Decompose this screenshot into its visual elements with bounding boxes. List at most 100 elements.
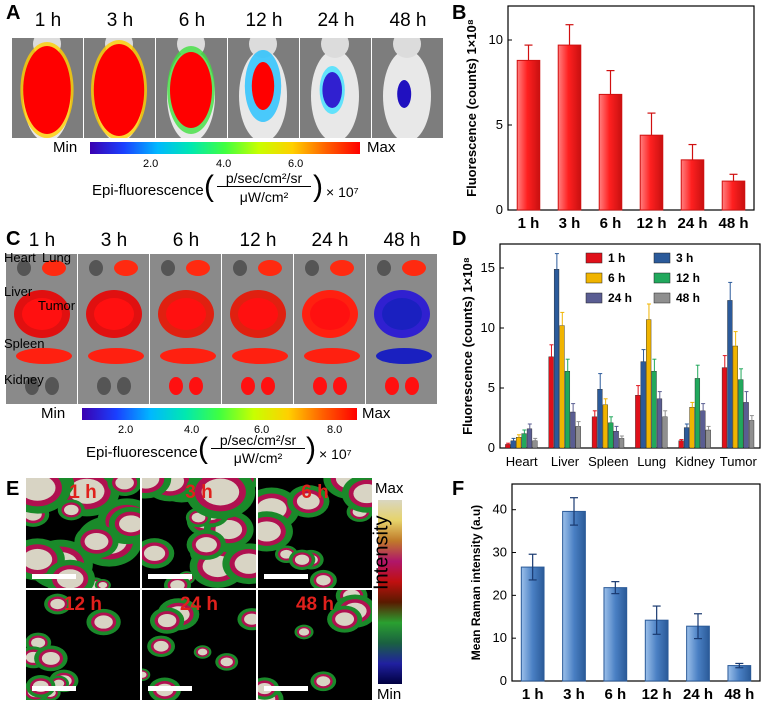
x-tick-label: 3 h	[563, 686, 585, 703]
x-tick-label: 6 h	[600, 215, 622, 232]
bar	[521, 433, 527, 449]
bar	[505, 444, 511, 449]
bar	[651, 370, 657, 449]
heart-organ	[161, 260, 175, 276]
mouse-image	[239, 38, 287, 138]
bar	[721, 180, 746, 211]
panel-a-time-label: 24 h	[317, 10, 355, 31]
raman-core	[142, 478, 160, 489]
panel-a-cbar-tick: 6.0	[288, 158, 304, 170]
plot-frame	[499, 243, 761, 449]
x-tick-label: Tumor	[720, 454, 758, 469]
bar	[618, 438, 625, 449]
panel-e-cbar-label: Intensity	[370, 515, 393, 590]
bar	[748, 420, 755, 449]
panel-a-time-label: 3 h	[106, 10, 134, 31]
panel-a-time-label: 12 h	[245, 10, 283, 31]
liver-core	[94, 298, 134, 330]
liver-core	[238, 298, 278, 330]
chart-f: 0 10 20 30 40 Mean Raman intensity (a.u) 1 h 3 …	[469, 483, 761, 703]
bar	[680, 159, 705, 211]
kidney-organ	[405, 377, 419, 395]
spleen-organ	[304, 348, 360, 364]
y-tick-label: 40	[493, 502, 507, 517]
kidney-organ	[385, 377, 399, 395]
panel-c-unit-open: (	[198, 432, 208, 465]
legend-swatch	[653, 292, 671, 304]
y-tick-label: 0	[488, 440, 495, 455]
panel-c-unit-prefix: Epi-fluorescence	[86, 444, 198, 461]
raman-core	[258, 521, 281, 542]
bar	[603, 587, 628, 682]
panel-e-time-label: 12 h	[63, 594, 103, 615]
panel-e-time-label: 48 h	[295, 594, 335, 615]
scale-bar	[148, 574, 192, 579]
panel-c-colorbar	[82, 408, 357, 420]
spleen-organ	[16, 348, 72, 364]
lung-organ	[114, 260, 138, 276]
panel-letter-b: B	[452, 2, 467, 24]
panel-a-unit-close: )	[313, 170, 323, 203]
panel-e-colorbar	[378, 500, 402, 684]
raman-core	[244, 613, 256, 625]
bar	[683, 427, 690, 449]
liver-core	[22, 298, 62, 330]
bar	[694, 378, 701, 449]
legend-swatch	[585, 292, 603, 304]
y-tick-label: 10	[493, 630, 507, 645]
mouse-image	[20, 38, 74, 138]
panel-e-tile: 24 h	[142, 590, 256, 700]
raman-core	[50, 598, 65, 610]
bar	[732, 345, 738, 449]
panel-c-tile	[294, 254, 365, 404]
legend-label: 3 h	[676, 251, 693, 265]
panel-e-tile: 1 h	[26, 478, 140, 588]
raman-map	[26, 478, 140, 588]
raman-core	[94, 615, 113, 629]
organ-image	[302, 260, 360, 395]
bar	[727, 300, 733, 449]
kidney-organ	[333, 377, 347, 395]
y-tick-label: 15	[481, 260, 495, 275]
mouse-head	[393, 38, 421, 58]
bar	[570, 411, 576, 449]
scale-bar	[32, 574, 76, 579]
signal-blob	[170, 52, 212, 128]
y-tick-label: 0	[496, 202, 503, 217]
mouse-image	[311, 38, 359, 138]
bar	[738, 379, 744, 449]
panel-e-raman: 1 h 3 h 6 h 12 h 24 h 48 h Max Min Intensity	[26, 478, 450, 705]
raman-core	[115, 478, 134, 490]
scale-bar	[264, 574, 308, 579]
raman-core	[197, 648, 208, 656]
raman-core	[316, 676, 331, 687]
raman-core	[84, 532, 109, 550]
panel-a-unit-den: μW/cm²	[239, 189, 289, 205]
raman-core	[143, 545, 166, 561]
legend-swatch	[653, 272, 671, 284]
raman-core	[142, 671, 147, 678]
mouse-head	[321, 38, 349, 58]
scale-bar	[264, 686, 308, 691]
lung-organ	[42, 260, 66, 276]
panel-letter-a: A	[6, 2, 21, 24]
panel-c-cbar-tick: 2.0	[118, 424, 134, 436]
organ-image	[86, 260, 144, 395]
raman-map	[142, 478, 256, 588]
liver-core	[166, 298, 206, 330]
plot-frame	[507, 5, 755, 211]
raman-core	[234, 553, 256, 574]
legend-label: 1 h	[608, 251, 625, 265]
raman-core	[335, 612, 355, 626]
heart-organ	[377, 260, 391, 276]
organ-image	[14, 260, 72, 395]
x-tick-label: Lung	[637, 454, 666, 469]
bar	[646, 319, 652, 449]
bar	[564, 370, 571, 449]
panel-c-colorbar-min: Min	[41, 405, 66, 422]
bar	[678, 440, 684, 449]
x-tick-label: 24 h	[677, 215, 707, 232]
y-tick-label: 0	[500, 673, 507, 688]
spleen-organ	[232, 348, 288, 364]
panel-a-time-label: 1 h	[34, 10, 62, 31]
